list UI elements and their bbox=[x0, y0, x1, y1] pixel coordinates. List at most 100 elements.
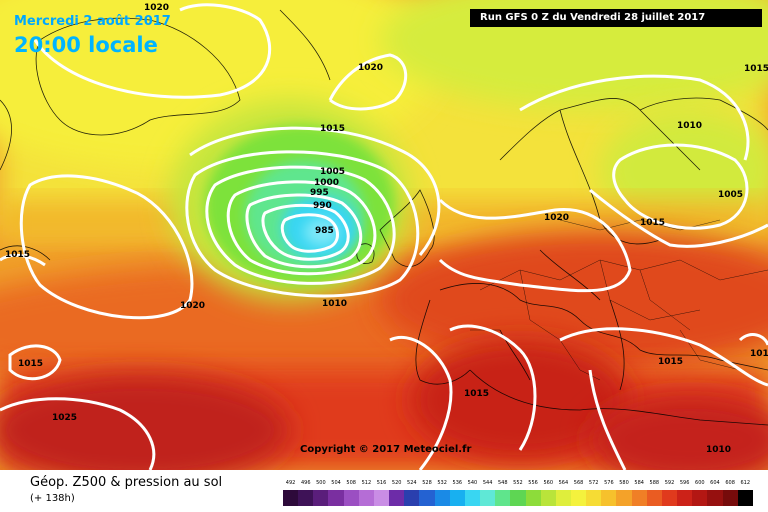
color-scale-swatch bbox=[525, 490, 541, 506]
color-scale-swatch bbox=[646, 490, 662, 506]
isobar-label: 1015 bbox=[744, 64, 768, 74]
color-scale-value: 524 bbox=[407, 480, 417, 486]
color-scale-swatch bbox=[313, 490, 329, 506]
color-scale-swatch bbox=[661, 490, 678, 506]
color-scale-value: 596 bbox=[679, 480, 690, 486]
color-scale-swatch bbox=[449, 490, 465, 506]
color-scale-value: 520 bbox=[391, 480, 402, 486]
color-scale-value: 528 bbox=[422, 480, 432, 486]
color-scale-swatch bbox=[737, 490, 753, 506]
isobar-label: 990 bbox=[313, 201, 332, 211]
isobar-label: 1015 bbox=[320, 124, 345, 134]
isobar-1015-mid bbox=[449, 324, 537, 451]
time-label: 20:00 locale bbox=[14, 33, 158, 57]
copyright-label: Copyright © 2017 Meteociel.fr bbox=[300, 444, 472, 455]
color-scale-swatch bbox=[419, 490, 435, 506]
color-scale-swatch bbox=[495, 490, 511, 506]
isobar-label: 1015 bbox=[464, 389, 489, 399]
color-scale-value: 568 bbox=[573, 480, 584, 486]
isobar-label: 995 bbox=[310, 188, 329, 198]
isobar-1020-north bbox=[33, 3, 272, 99]
isobar-1005-low bbox=[205, 165, 396, 285]
color-scale-value: 604 bbox=[710, 480, 720, 486]
isobar-1020-west bbox=[19, 174, 194, 320]
run-info-banner: Run GFS 0 Z du Vendredi 28 juillet 2017 bbox=[470, 9, 762, 27]
color-scale-value: 576 bbox=[604, 480, 614, 486]
color-scale-bar bbox=[283, 490, 753, 506]
isobar-1025 bbox=[0, 397, 156, 470]
color-scale-swatch bbox=[570, 490, 587, 506]
isobar-1015-west bbox=[0, 253, 46, 267]
isobar-label: 1015 bbox=[658, 357, 683, 367]
isobar-label: 1010 bbox=[322, 299, 347, 309]
color-scale-value: 612 bbox=[740, 480, 751, 486]
isobar-label: 1005 bbox=[320, 167, 345, 177]
country-borders bbox=[470, 219, 768, 381]
isobar-label: 1010 bbox=[677, 121, 702, 131]
isobar-1015-far-east bbox=[738, 333, 768, 346]
color-scale-swatch bbox=[677, 490, 693, 506]
isobar-995-low bbox=[245, 193, 363, 269]
isobar-label: 1005 bbox=[718, 190, 743, 200]
isobar-1015-left bbox=[8, 344, 62, 381]
isobar-label: 1020 bbox=[544, 213, 569, 223]
color-scale-value: 592 bbox=[664, 480, 675, 486]
color-scale-swatch bbox=[555, 490, 571, 506]
date-label: Mercredi 2 août 2017 bbox=[14, 14, 171, 29]
color-scale-value: 508 bbox=[346, 480, 356, 486]
color-scale-swatch bbox=[464, 490, 481, 506]
isobar-1015-east bbox=[589, 188, 768, 248]
map-canvas: 1020 1020 1015 1005 1000 995 990 985 101… bbox=[0, 0, 768, 470]
color-scale-value: 584 bbox=[634, 480, 644, 486]
color-scale-swatch bbox=[480, 490, 496, 506]
isobar-label: 1020 bbox=[144, 3, 169, 13]
product-title: Géop. Z500 & pression au sol bbox=[30, 475, 223, 490]
coastlines bbox=[0, 9, 768, 426]
color-scale-swatch bbox=[404, 490, 420, 506]
color-scale-swatch bbox=[540, 490, 556, 506]
color-scale-swatch bbox=[601, 490, 617, 506]
color-scale-swatch bbox=[373, 490, 390, 506]
color-scale-value: 556 bbox=[528, 480, 538, 486]
color-scale-value: 560 bbox=[543, 480, 553, 486]
color-scale-value: 504 bbox=[331, 480, 341, 486]
isobar-1000-low bbox=[226, 180, 377, 276]
isobar-1015-low bbox=[189, 126, 441, 256]
color-scale-swatch bbox=[298, 490, 314, 506]
isobar-1020-north-center bbox=[328, 53, 408, 111]
color-scale-value: 564 bbox=[558, 480, 569, 486]
color-scale-value: 600 bbox=[695, 480, 705, 486]
color-scale-value: 540 bbox=[467, 480, 478, 486]
color-scale-swatch bbox=[616, 490, 632, 506]
forecast-range: (+ 138h) bbox=[30, 493, 75, 504]
isobar-label: 1015 bbox=[5, 250, 30, 260]
isobar-985-low bbox=[280, 213, 339, 253]
isobar-1010-north-east bbox=[519, 74, 750, 161]
isobar-label: 1025 bbox=[52, 413, 77, 423]
isobar-label: 1015 bbox=[18, 359, 43, 369]
color-scale-value: 548 bbox=[497, 480, 508, 486]
isobar-1005-east bbox=[612, 143, 749, 230]
color-scale-value: 512 bbox=[361, 480, 372, 486]
isobar-1015-south bbox=[389, 335, 453, 470]
isobar-label: 1020 bbox=[358, 63, 383, 73]
color-scale-value: 588 bbox=[649, 480, 660, 486]
isobar-label: 1000 bbox=[314, 178, 339, 188]
color-scale-value: 500 bbox=[316, 480, 326, 486]
color-scale: 492 496 500 504 508 512 516 520 524 528 532 536 540 5… bbox=[283, 478, 753, 508]
color-scale-value: 572 bbox=[588, 480, 599, 486]
color-scale-swatch bbox=[389, 490, 405, 506]
color-scale-swatch bbox=[328, 490, 344, 506]
color-scale-value: 544 bbox=[482, 480, 493, 486]
isobar-1010-southeast bbox=[588, 369, 627, 470]
color-scale-value: 492 bbox=[285, 480, 296, 486]
color-scale-value: 552 bbox=[513, 480, 523, 486]
isobar-990-low bbox=[261, 203, 350, 261]
color-scale-swatch bbox=[283, 490, 299, 506]
color-scale-swatch bbox=[510, 490, 526, 506]
isobar-label: 1020 bbox=[180, 301, 205, 311]
color-scale-swatch bbox=[692, 490, 708, 506]
color-scale-value: 536 bbox=[452, 480, 463, 486]
isobar-label: 985 bbox=[315, 226, 334, 236]
isobar-labels: 1020 1020 1015 1005 1000 995 990 985 101… bbox=[5, 3, 768, 455]
